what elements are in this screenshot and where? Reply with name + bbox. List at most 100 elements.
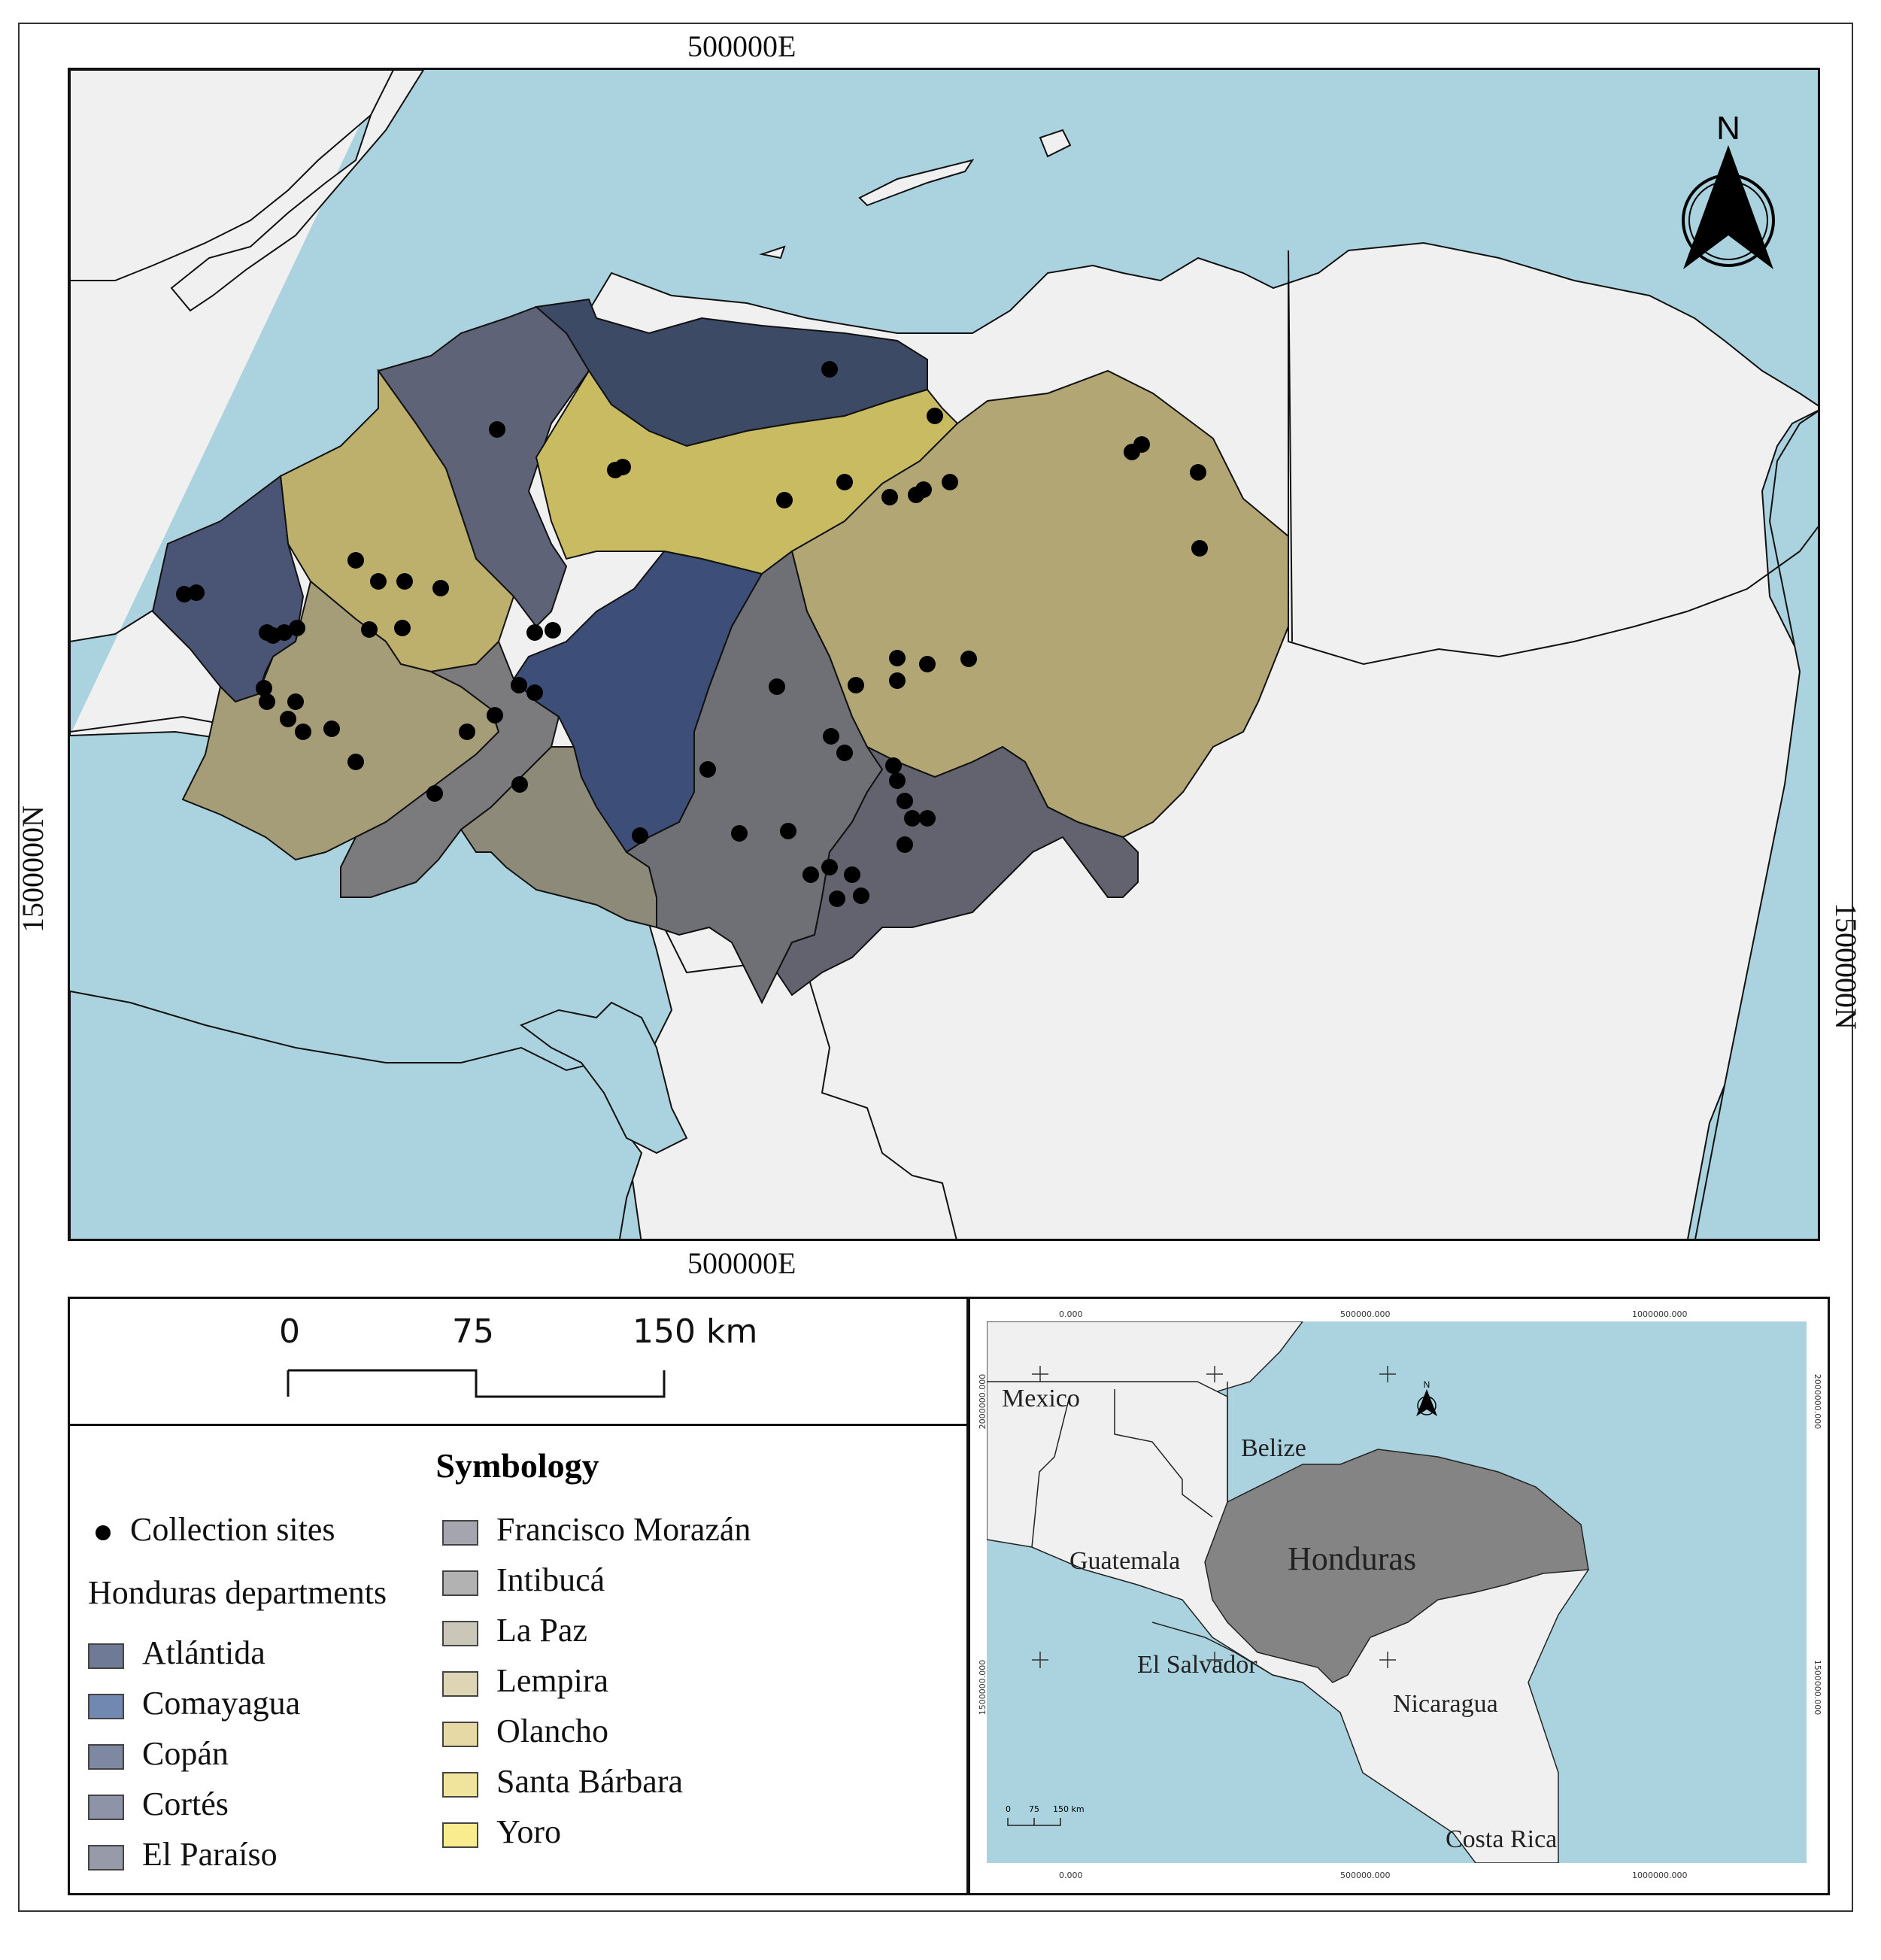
inset-label-costa-rica: Costa Rica [1446, 1825, 1558, 1853]
collection-site-marker [1133, 436, 1150, 453]
collection-site-marker [960, 651, 977, 667]
collection-site-marker [526, 684, 543, 701]
collection-site-marker [347, 552, 364, 569]
collection-site-marker [776, 492, 793, 508]
collection-site-marker [176, 586, 193, 602]
inset-graticule [1032, 1366, 1396, 1668]
collection-site-marker [821, 859, 838, 875]
legend-swatch [88, 1743, 124, 1770]
collection-site-marker [919, 810, 936, 827]
collection-site-marker [347, 754, 364, 770]
collection-site-marker [545, 622, 561, 639]
legend-item-department: Atlántida [88, 1634, 265, 1672]
legend-item-department: Intibucá [442, 1561, 605, 1599]
legend-swatch [442, 1570, 478, 1596]
collection-site-marker [848, 677, 864, 693]
legend-department-label: Comayagua [142, 1685, 301, 1722]
collection-site-marker [699, 761, 716, 778]
collection-site-marker [188, 584, 205, 601]
collection-site-marker [889, 672, 906, 689]
collection-site-marker [780, 823, 796, 839]
legend-item-department: El Paraíso [88, 1835, 278, 1874]
legend-panel: Symbology Collection sites Honduras depa… [68, 1424, 969, 1895]
legend-swatch [88, 1643, 124, 1669]
collection-site-marker [889, 772, 906, 789]
north-arrow-icon: N [1682, 110, 1775, 269]
main-map[interactable]: N [68, 68, 1820, 1241]
collection-site-marker [889, 650, 906, 666]
collection-site-marker [280, 711, 296, 727]
legend-department-label: El Paraíso [142, 1836, 278, 1873]
collection-site-marker [908, 487, 924, 503]
legend-swatch [442, 1721, 478, 1747]
inset-scale-label-75: 75 [1029, 1804, 1039, 1814]
collection-site-marker [511, 677, 527, 693]
collection-site-marker [256, 680, 272, 696]
collection-site-marker [844, 866, 860, 883]
inset-coord-top-1: 500000.000 [1340, 1309, 1391, 1319]
inset-scale-bar: 0 75 150 km [1006, 1804, 1085, 1826]
collection-site-marker [942, 474, 958, 490]
dept-la-paz [460, 746, 657, 929]
main-map-svg: N [70, 70, 1818, 1239]
collection-site-marker [897, 836, 913, 853]
inset-coord-top-2: 1000000.000 [1632, 1309, 1688, 1319]
collection-site-marker [295, 724, 311, 740]
inset-label-nicaragua: Nicaragua [1393, 1690, 1498, 1718]
legend-item-department: Copán [88, 1734, 229, 1773]
locator-inset-panel: 0.000 500000.000 1000000.000 0.000 50000… [968, 1297, 1830, 1895]
inset-coord-bottom-2: 1000000.000 [1632, 1870, 1688, 1880]
collection-site-marker [526, 624, 543, 641]
legend-swatch [442, 1822, 478, 1848]
inset-coord-top-0: 0.000 [1059, 1309, 1083, 1319]
legend-sites-label: Collection sites [130, 1511, 335, 1548]
legend-item-department: Olancho [442, 1712, 608, 1750]
collection-site-marker [289, 620, 305, 636]
legend-department-label: Yoro [496, 1813, 562, 1850]
legend-item-department: Cortés [88, 1785, 229, 1823]
legend-department-label: Olancho [496, 1713, 609, 1749]
collection-site-marker [276, 624, 293, 641]
collection-site-marker [823, 728, 839, 745]
collection-site-marker [802, 866, 819, 883]
coord-label-left: 1500000N [16, 806, 50, 933]
collection-site-marker [426, 785, 443, 802]
collection-site-marker [259, 693, 275, 710]
legend-swatch [88, 1844, 124, 1870]
inset-label-mexico: Mexico [1002, 1385, 1080, 1412]
collection-site-marker [731, 825, 748, 842]
collection-site-marker [904, 810, 921, 827]
figure-frame [18, 23, 1853, 1912]
collection-site-marker [323, 721, 340, 737]
collection-site-marker [396, 573, 413, 590]
inset-scale-label-0: 0 [1006, 1804, 1011, 1814]
gulf-of-fonseca [519, 1001, 688, 1154]
sea-caribbean-east [1694, 410, 1818, 1239]
legend-swatch [442, 1620, 478, 1646]
inset-label-el-salvador: El Salvador [1137, 1651, 1258, 1679]
inset-north-label: N [1424, 1379, 1430, 1390]
inset-map[interactable]: N 0 75 150 km Mexico Belize Guatemala Ho… [987, 1321, 1807, 1863]
collection-site-marker [836, 745, 853, 761]
inset-coord-right-0: 2000000.000 [1813, 1373, 1823, 1430]
legend-item-department: Yoro [442, 1813, 561, 1851]
legend-department-label: Lempira [496, 1662, 609, 1699]
collection-site-marker [632, 827, 648, 844]
collection-site-marker [897, 793, 913, 809]
land-northwest [70, 70, 395, 281]
inset-label-honduras: Honduras [1288, 1540, 1417, 1577]
collection-site-marker [614, 459, 631, 475]
legend-swatch [442, 1670, 478, 1697]
legend-department-label: Santa Bárbara [496, 1763, 683, 1800]
coord-label-right: 1500000N [1829, 903, 1863, 1030]
bay-islands [759, 129, 1072, 259]
legend-department-label: La Paz [496, 1612, 587, 1649]
legend-item-department: Lempira [442, 1661, 608, 1700]
legend-item-department: Francisco Morazán [442, 1510, 751, 1549]
collection-site-marker [511, 776, 528, 793]
collection-site-marker [829, 890, 845, 907]
inset-map-svg: N 0 75 150 km [987, 1321, 1590, 1863]
collection-site-marker [919, 656, 936, 672]
dept-el-paraiso [775, 745, 1139, 997]
legend-department-label: Francisco Morazán [496, 1511, 751, 1548]
